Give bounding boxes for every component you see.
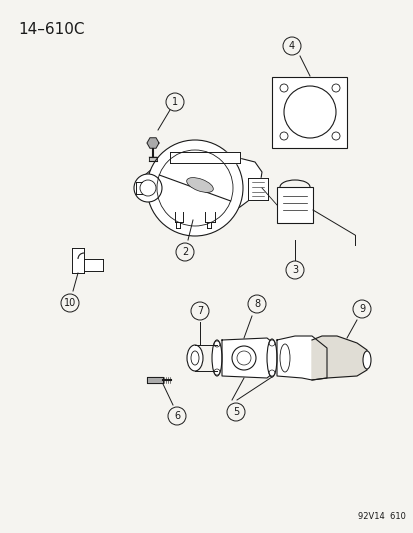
Polygon shape	[175, 212, 183, 222]
Text: 10: 10	[64, 298, 76, 308]
Polygon shape	[176, 222, 180, 228]
Text: 92V14  610: 92V14 610	[357, 512, 405, 521]
Text: 7: 7	[197, 306, 203, 316]
Circle shape	[134, 174, 161, 202]
Polygon shape	[204, 212, 214, 222]
Polygon shape	[276, 336, 326, 380]
Ellipse shape	[362, 351, 370, 369]
Text: 1: 1	[171, 97, 178, 107]
Ellipse shape	[211, 340, 221, 376]
Ellipse shape	[266, 339, 276, 377]
Ellipse shape	[187, 345, 202, 371]
Text: 6: 6	[173, 411, 180, 421]
Text: 8: 8	[253, 299, 259, 309]
Text: 4: 4	[288, 41, 294, 51]
Polygon shape	[147, 377, 163, 383]
Polygon shape	[206, 222, 211, 228]
Ellipse shape	[186, 177, 213, 192]
Polygon shape	[170, 152, 240, 163]
Text: 3: 3	[291, 265, 297, 275]
Polygon shape	[136, 182, 142, 194]
FancyBboxPatch shape	[272, 77, 347, 148]
Bar	[276, 187, 312, 223]
Circle shape	[147, 140, 242, 236]
Polygon shape	[147, 138, 159, 148]
Polygon shape	[221, 338, 271, 378]
Polygon shape	[142, 155, 261, 215]
Polygon shape	[311, 336, 366, 380]
Text: 14–610C: 14–610C	[18, 22, 84, 37]
Polygon shape	[276, 187, 312, 223]
Polygon shape	[84, 259, 103, 271]
Text: 5: 5	[232, 407, 239, 417]
Text: 9: 9	[358, 304, 364, 314]
Polygon shape	[72, 248, 84, 273]
Text: 2: 2	[181, 247, 188, 257]
Polygon shape	[247, 178, 267, 200]
